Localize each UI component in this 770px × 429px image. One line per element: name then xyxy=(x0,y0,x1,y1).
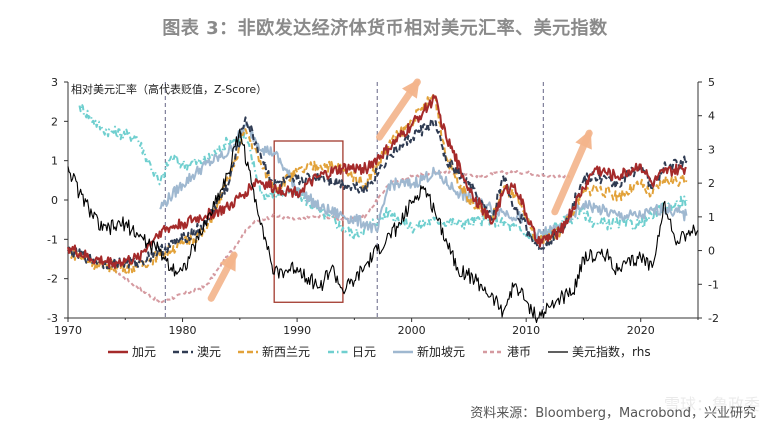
y-right-tick-label: 2 xyxy=(708,177,715,190)
legend-label-cad: 加元 xyxy=(132,345,156,359)
y-right-tick-label: 4 xyxy=(708,110,715,123)
y-left-tick-label: -1 xyxy=(47,233,58,246)
x-tick-label: 1980 xyxy=(169,324,197,337)
y-right-tick-label: 3 xyxy=(708,143,715,156)
legend-label-nzd: 新西兰元 xyxy=(262,344,310,359)
series-line-dxy xyxy=(67,128,699,324)
legend-label-aud: 澳元 xyxy=(197,345,221,359)
y-left-tick-label: 2 xyxy=(51,115,58,128)
highlight-box xyxy=(273,140,344,303)
source-note: 资料来源：Bloomberg，Macrobond，兴业研究 xyxy=(470,406,756,421)
series-line-aud xyxy=(67,116,688,270)
trend-arrow-head xyxy=(219,251,236,272)
x-tick-label: 2000 xyxy=(398,324,426,337)
y-right-tick-label: -2 xyxy=(708,312,719,325)
trend-arrow-head xyxy=(575,129,592,150)
x-tick-label: 1990 xyxy=(283,324,311,337)
legend-label-dxy: 美元指数，rhs xyxy=(572,344,651,359)
y-left-tick-label: -2 xyxy=(47,273,58,286)
trend-arrow-head xyxy=(402,78,420,99)
axis-annotation: 相对美元汇率（高代表贬值，Z-Score） xyxy=(71,82,267,96)
x-tick-label: 2020 xyxy=(627,324,655,337)
y-left-tick-label: 0 xyxy=(51,194,58,207)
y-right-tick-label: -1 xyxy=(708,278,719,291)
series-line-cad xyxy=(67,94,687,269)
series-line-hkd xyxy=(113,170,573,304)
y-right-tick-label: 0 xyxy=(708,245,715,258)
legend-label-hkd: 港币 xyxy=(507,345,531,359)
y-left-tick-label: -3 xyxy=(47,312,58,325)
x-tick-label: 2010 xyxy=(512,324,540,337)
legend-label-sgd: 新加坡元 xyxy=(417,344,465,359)
series-line-nzd xyxy=(67,92,688,274)
y-left-tick-label: 1 xyxy=(51,155,58,168)
trend-arrow-shaft xyxy=(551,129,593,216)
y-left-tick-label: 3 xyxy=(51,76,58,89)
y-right-tick-label: 1 xyxy=(708,211,715,224)
y-right-tick-label: 5 xyxy=(708,76,715,89)
watermark: 雪球：鲁政委 xyxy=(664,395,760,414)
legend-label-jpy: 日元 xyxy=(352,345,376,359)
x-tick-label: 1970 xyxy=(54,324,82,337)
series-line-jpy xyxy=(78,103,688,242)
chart-title: 图表 3：非欧发达经济体货币相对美元汇率、美元指数 xyxy=(162,18,608,39)
